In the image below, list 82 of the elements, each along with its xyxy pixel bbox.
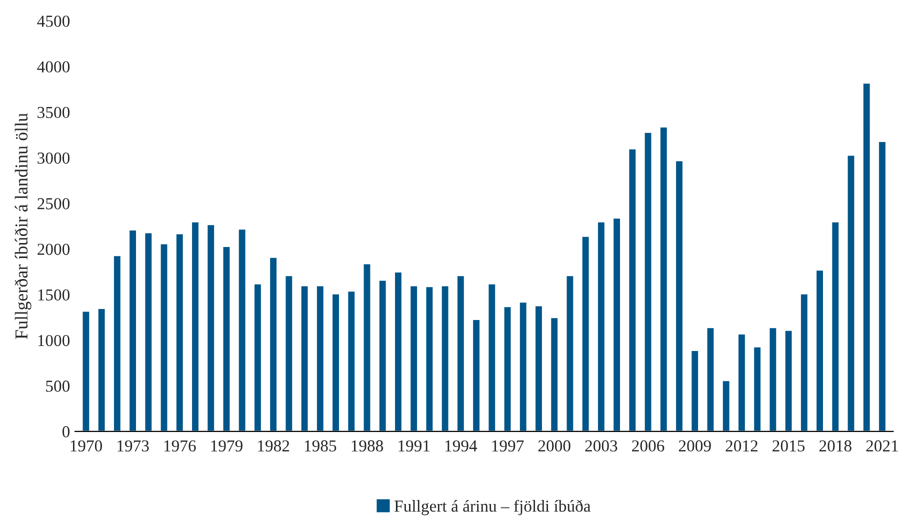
bar (237, 228, 247, 432)
y-tick-label: 4000 (37, 61, 70, 72)
x-tick-label: 2018 (819, 440, 852, 452)
bar (362, 262, 372, 432)
bar (721, 380, 731, 432)
bar (112, 254, 122, 432)
bar (706, 326, 716, 432)
y-tick-label: 2500 (38, 198, 70, 210)
bar (128, 229, 138, 432)
bar (424, 286, 434, 432)
bar (784, 330, 794, 432)
x-tick-label: 2000 (538, 440, 570, 452)
x-tick-label: 1976 (164, 440, 196, 452)
bar (815, 269, 824, 432)
y-tick-label: 0 (62, 426, 70, 438)
y-tick-label: 1500 (38, 289, 70, 301)
bar (144, 232, 154, 432)
x-tick-label: 1985 (304, 440, 336, 452)
bar (409, 284, 418, 432)
bar (878, 140, 887, 432)
y-tick-label: 4500 (37, 16, 70, 27)
bar (580, 236, 590, 432)
bar (534, 304, 544, 432)
bar (502, 306, 512, 432)
bar (331, 293, 340, 432)
bar (643, 132, 653, 432)
bar (316, 284, 325, 432)
x-tick-label: 2015 (772, 440, 805, 452)
x-tick-label: 2009 (678, 440, 711, 452)
y-tick-label: 1000 (38, 334, 70, 346)
x-tick-label: 2021 (866, 440, 898, 452)
bar (346, 290, 356, 432)
bar (456, 274, 466, 432)
x-tick-label: 1991 (398, 440, 430, 452)
x-tick-label: 1982 (258, 440, 290, 452)
x-tick-label: 1973 (118, 440, 149, 452)
bar (800, 293, 809, 432)
bar (222, 246, 232, 432)
bar (253, 282, 262, 432)
bar (487, 282, 496, 432)
bar (518, 301, 528, 432)
y-tick-label: 3000 (38, 152, 70, 164)
bar (737, 333, 746, 432)
x-tick-label: 2003 (585, 440, 618, 452)
x-tick-label: 1970 (70, 440, 102, 452)
bar (394, 271, 403, 432)
bar (284, 274, 294, 432)
bar (846, 154, 856, 432)
bar (378, 279, 388, 432)
bar (190, 220, 200, 432)
y-tick-label: 3500 (38, 106, 70, 118)
y-tick-label: 2000 (38, 244, 70, 255)
bar (472, 318, 481, 432)
x-tick-label: 1997 (492, 440, 524, 452)
x-tick-label: 2006 (632, 440, 664, 452)
bar (596, 220, 606, 432)
bar (159, 242, 169, 432)
bar (81, 310, 91, 432)
x-tick-label: 1988 (352, 440, 384, 452)
bar (768, 326, 778, 432)
x-tick-label: 1979 (211, 440, 242, 452)
bar (175, 232, 184, 432)
bar (690, 350, 700, 432)
bar (612, 217, 622, 432)
bar (752, 346, 762, 432)
bar (565, 274, 575, 432)
bar (96, 308, 106, 432)
bar (830, 220, 840, 432)
bar (862, 82, 872, 432)
bar (300, 284, 310, 432)
x-tick-label: 2012 (726, 440, 758, 452)
bar (550, 316, 559, 432)
y-tick-label: 500 (46, 380, 70, 392)
bar (206, 224, 216, 432)
bar (628, 148, 638, 432)
y-axis-title: Fullgerðar íbúðir á landinu öllu (14, 113, 32, 340)
bar (268, 256, 278, 432)
x-tick-label: 1994 (445, 440, 478, 452)
bar (659, 126, 668, 432)
bar (674, 160, 684, 432)
legend-label: Fullgert á árinu – fjöldi íbúða (394, 500, 591, 516)
bar (440, 284, 450, 432)
